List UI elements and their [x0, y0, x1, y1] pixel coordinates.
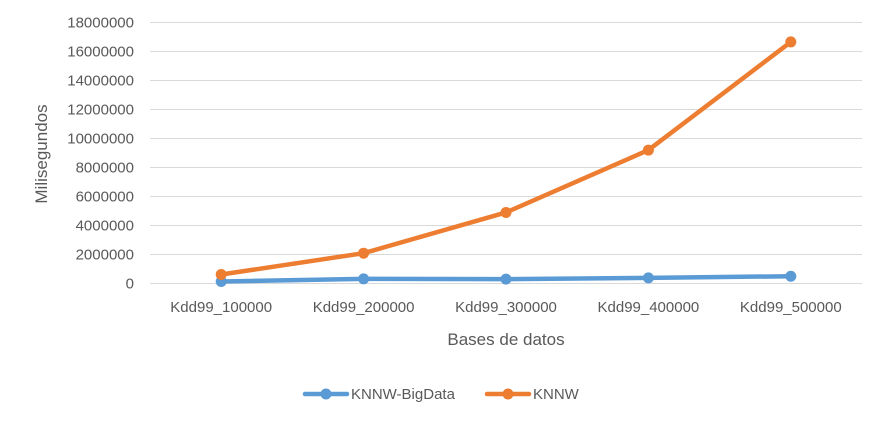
- legend-item: KNNW: [484, 386, 580, 403]
- data-point-marker: [500, 206, 512, 218]
- x-axis-title: Bases de datos: [447, 330, 564, 349]
- data-point-marker: [215, 269, 227, 281]
- x-tick-label: Kdd99_100000: [170, 299, 272, 316]
- y-tick-label: 16000000: [67, 44, 134, 61]
- y-axis-title: Milisegundos: [32, 104, 51, 203]
- x-tick-label: Kdd99_200000: [313, 299, 415, 316]
- y-tick-label: 2000000: [76, 247, 134, 264]
- data-point-marker: [785, 270, 797, 282]
- data-series: [215, 36, 797, 287]
- legend: KNNW-BigData KNNW: [302, 386, 580, 403]
- series-knnw: [215, 36, 797, 281]
- legend-label: KNNW-BigData: [351, 386, 456, 403]
- x-tick-label: Kdd99_400000: [598, 299, 700, 316]
- series-line: [218, 39, 794, 277]
- y-tick-label: 6000000: [76, 189, 134, 206]
- data-point-marker: [642, 144, 654, 156]
- y-tick-label: 14000000: [67, 73, 134, 90]
- data-point-marker: [500, 273, 512, 285]
- data-point-marker: [358, 273, 370, 285]
- legend-marker-icon: [320, 388, 332, 400]
- series-knnw-bigdata: [215, 270, 797, 287]
- legend-marker-icon: [502, 388, 514, 400]
- y-tick-label: 10000000: [67, 131, 134, 148]
- y-tick-label: 18000000: [67, 15, 134, 32]
- x-tick-label: Kdd99_500000: [740, 299, 842, 316]
- y-axis-ticks: 0 2000000 4000000 6000000 8000000 10000000 120…: [67, 15, 134, 293]
- y-tick-label: 0: [126, 276, 134, 293]
- y-tick-label: 4000000: [76, 218, 134, 235]
- data-point-marker: [785, 36, 797, 48]
- x-axis-ticks: Kdd99_100000 Kdd99_200000 Kdd99_300000 Kdd9…: [170, 299, 841, 316]
- data-point-marker: [642, 272, 654, 284]
- y-tick-label: 8000000: [76, 160, 134, 177]
- legend-label: KNNW: [533, 386, 580, 403]
- legend-item: KNNW-BigData: [302, 386, 456, 403]
- gridlines: [150, 22, 862, 284]
- data-point-marker: [358, 247, 370, 259]
- y-tick-label: 12000000: [67, 102, 134, 119]
- x-tick-label: Kdd99_300000: [455, 299, 557, 316]
